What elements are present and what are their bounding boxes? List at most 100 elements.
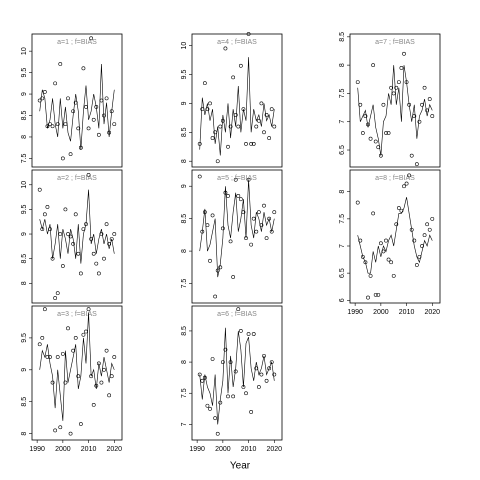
data-point	[363, 260, 368, 265]
panel: a=5 ; f=BIAS 7.5 8 8.5 9	[181, 169, 283, 304]
x-tick-label: 1990	[347, 309, 363, 316]
data-point	[256, 385, 261, 389]
fit-line	[39, 189, 115, 264]
panel: a=3 ; f=BIAS 8 8.5 9 9.5 1990 2000 2010 2020	[21, 305, 123, 453]
data-point	[384, 131, 388, 135]
fit-line	[199, 327, 275, 425]
y-tick-label: 8.5	[21, 111, 28, 121]
data-point	[366, 295, 370, 300]
data-point	[381, 249, 386, 254]
data-point	[104, 222, 109, 227]
y-tick-label: 10	[21, 47, 28, 55]
data-point	[228, 124, 233, 129]
fit-line	[357, 197, 433, 274]
data-point	[58, 62, 63, 66]
plot-frame	[31, 169, 123, 304]
data-point	[200, 107, 205, 112]
data-point	[378, 241, 383, 246]
data-point	[223, 46, 228, 51]
data-point	[231, 75, 236, 80]
data-point	[210, 357, 215, 361]
y-tick-label: 6	[339, 298, 346, 302]
data-point	[394, 85, 399, 90]
data-point	[256, 210, 261, 215]
data-point	[389, 260, 394, 265]
data-point	[202, 81, 207, 86]
data-point	[422, 85, 427, 90]
y-tick-label: 8.5	[339, 32, 346, 42]
data-point	[427, 227, 432, 232]
data-point	[197, 174, 202, 179]
data-point	[66, 326, 70, 331]
data-point	[37, 342, 42, 347]
data-point	[373, 139, 378, 144]
y-tick-label: 8	[339, 190, 346, 194]
data-point	[249, 410, 254, 414]
data-point	[99, 232, 104, 236]
y-tick-label: 6.5	[339, 268, 346, 278]
data-point	[363, 114, 368, 118]
data-point	[53, 428, 58, 433]
data-point	[86, 307, 91, 312]
data-point	[76, 251, 81, 256]
data-point	[81, 227, 86, 232]
y-tick-label: 7.5	[339, 88, 346, 98]
data-point	[358, 238, 363, 243]
panel-title: a=1 ; f=BIAS	[57, 39, 97, 46]
data-point	[200, 378, 205, 383]
y-tick-label: 9.5	[21, 204, 28, 214]
fit-line	[357, 65, 433, 156]
data-point	[427, 97, 432, 101]
data-point	[386, 131, 391, 135]
data-point	[244, 141, 248, 146]
data-point	[231, 394, 236, 399]
data-point	[40, 336, 45, 340]
panel-title: a=8 ; f=BIAS	[375, 175, 415, 182]
panel-title: a=2 ; f=BIAS	[57, 175, 97, 182]
y-tick-label: 7.5	[339, 214, 346, 224]
data-point	[269, 107, 274, 112]
y-tick-label: 7.5	[181, 279, 188, 289]
data-point	[262, 203, 266, 208]
data-point	[55, 291, 60, 296]
data-point	[89, 36, 94, 41]
data-point	[109, 374, 114, 379]
data-point	[373, 292, 378, 297]
data-point	[107, 393, 112, 398]
data-point	[233, 113, 238, 117]
data-point	[91, 117, 96, 122]
data-point	[391, 91, 396, 96]
data-point	[254, 124, 259, 129]
y-tick-label: 9.5	[21, 333, 28, 343]
y-tick-label: 8.5	[181, 326, 188, 336]
data-point	[264, 236, 269, 241]
data-point	[414, 263, 419, 267]
fit-line	[199, 179, 275, 278]
data-point	[66, 96, 70, 101]
data-point	[389, 85, 394, 90]
y-tick-label: 7	[181, 422, 188, 426]
y-tick-label: 9	[181, 184, 188, 188]
data-point	[213, 416, 218, 421]
data-point	[58, 425, 63, 430]
data-point	[256, 118, 261, 123]
data-point	[236, 194, 241, 198]
panel-title: a=4 ; f=BIAS	[217, 39, 257, 46]
plot-frame	[191, 169, 283, 304]
data-point	[220, 360, 225, 364]
y-tick-label: 9.5	[21, 68, 28, 78]
data-point	[104, 348, 109, 353]
y-tick-label: 8	[21, 432, 28, 436]
data-point	[63, 122, 68, 126]
data-point	[220, 226, 225, 231]
data-point	[236, 124, 241, 129]
data-point	[226, 394, 230, 399]
x-tick-label: 2020	[424, 309, 440, 316]
data-point	[262, 130, 266, 135]
x-tick-label: 2010	[241, 446, 257, 453]
data-point	[37, 187, 42, 192]
data-point	[420, 102, 424, 107]
data-point	[233, 177, 238, 182]
data-point	[396, 80, 401, 85]
panel: a=7 ; f=BIAS 6.5 7 7.5 8 8.5	[339, 32, 441, 168]
